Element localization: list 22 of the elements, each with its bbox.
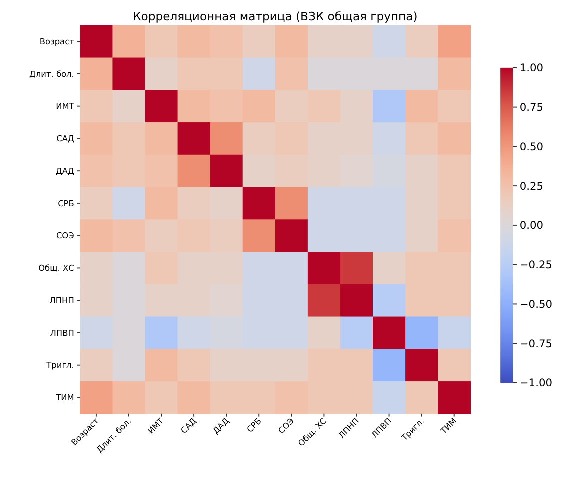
y-tick-label: СОЭ [56, 230, 75, 241]
y-tick-label: Возраст [40, 36, 75, 46]
y-tick-label: ЛПНП [50, 295, 74, 306]
color-bar-label: −0.75 [520, 337, 552, 350]
y-tick-label: ТИМ [55, 392, 74, 403]
color-bar-label: 0.25 [520, 180, 544, 193]
color-bar-label: −1.00 [520, 376, 553, 390]
color-bar-label: 0.00 [520, 219, 544, 232]
y-tick-label: СРБ [58, 198, 75, 208]
color-bar-label: −0.50 [520, 298, 553, 311]
y-tick-label: Тригл. [46, 360, 74, 370]
color-bar-label: 1.00 [520, 62, 544, 75]
chart-title: Корреляционная матрица (ВЗК общая группа) [133, 10, 418, 24]
color-bar-label: −0.25 [520, 258, 552, 272]
color-bar-label: 0.75 [520, 101, 544, 114]
y-tick-label: САД [56, 134, 74, 144]
color-bar-label: 0.50 [520, 140, 544, 154]
y-tick-label: ЛПВП [50, 328, 74, 338]
y-tick-label: ДАД [56, 166, 74, 176]
y-tick-label: Длит. бол. [29, 68, 74, 79]
y-tick-label: ИМТ [56, 101, 76, 112]
y-tick-label: Общ. ХС [38, 263, 75, 274]
